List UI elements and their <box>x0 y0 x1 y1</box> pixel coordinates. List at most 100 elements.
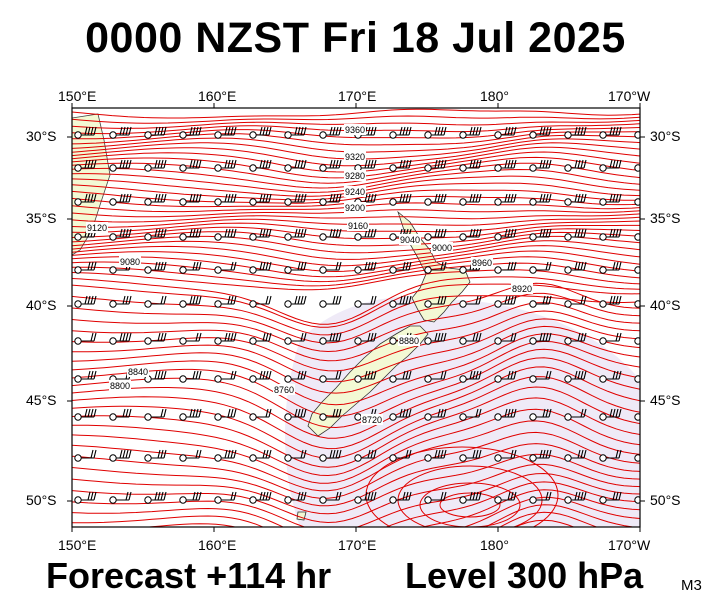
station-marker <box>179 496 187 504</box>
lon-label-top-180: 180° <box>480 88 509 104</box>
station-marker <box>284 454 292 462</box>
australia-coast <box>72 113 111 256</box>
station-marker <box>284 164 292 172</box>
contour-label: 8960 <box>472 258 492 268</box>
wind-barb <box>361 126 377 136</box>
station-marker <box>459 496 467 504</box>
station-marker <box>74 496 82 504</box>
station-marker <box>354 337 362 345</box>
wind-barb <box>116 408 132 418</box>
wind-barb <box>396 408 412 418</box>
station-marker <box>459 375 467 383</box>
wind-barb <box>536 228 552 238</box>
wind-barb <box>116 332 132 342</box>
station-marker <box>284 375 292 383</box>
station-marker <box>634 413 640 421</box>
station-marker <box>74 164 82 172</box>
station-marker <box>179 413 187 421</box>
wind-barb <box>326 408 342 418</box>
contour-line <box>72 453 640 515</box>
station-marker <box>179 164 187 172</box>
wind-barb <box>151 332 167 342</box>
station-marker <box>319 266 327 274</box>
station-marker <box>284 337 292 345</box>
contour-line <box>72 156 640 184</box>
station-marker <box>424 266 432 274</box>
station-marker <box>214 496 222 504</box>
contour-label: 8920 <box>512 284 532 294</box>
wind-barb <box>186 408 202 418</box>
wind-barb <box>256 193 272 203</box>
wind-barb <box>116 159 132 169</box>
wind-barb <box>291 126 307 136</box>
wind-barb <box>116 193 132 203</box>
wind-barb <box>641 333 656 341</box>
station-marker <box>389 164 397 172</box>
wind-barb <box>256 126 272 136</box>
wind-barb <box>326 193 342 203</box>
station-marker <box>144 413 152 421</box>
station-marker <box>214 337 222 345</box>
contour-labels: 9360 9320 9280 9240 9200 9160 9120 9080 9040 9000… <box>86 124 533 425</box>
station-marker <box>319 233 327 241</box>
station-marker <box>109 496 117 504</box>
contour-line <box>72 269 640 291</box>
wind-barb <box>221 261 237 271</box>
wind-barb <box>431 449 447 459</box>
station-marker <box>214 454 222 462</box>
station-marker <box>599 198 607 206</box>
station-marker <box>564 164 572 172</box>
station-marker <box>564 454 572 462</box>
station-marker <box>74 198 82 206</box>
wind-barb <box>501 228 517 238</box>
wind-barb <box>291 491 307 501</box>
station-marker <box>214 198 222 206</box>
wind-barb <box>81 491 97 501</box>
contour-label-box <box>344 124 366 135</box>
station-marker <box>389 266 397 274</box>
station-marker <box>634 300 640 308</box>
station-marker <box>249 337 257 345</box>
station-marker <box>179 198 187 206</box>
wind-barb <box>256 370 272 380</box>
contour-line <box>72 463 640 524</box>
station-marker <box>144 300 152 308</box>
wind-barb <box>536 126 552 136</box>
station-marker <box>109 131 117 139</box>
contour-line <box>72 431 640 499</box>
contour-line <box>72 276 640 325</box>
wind-barb <box>431 491 447 501</box>
wind-barb <box>396 449 412 459</box>
wind-barb <box>221 408 237 418</box>
wind-barb <box>361 261 377 271</box>
station-marker <box>179 131 187 139</box>
station-marker <box>249 496 257 504</box>
wind-barb <box>326 261 342 271</box>
contour-label: 8760 <box>274 385 294 395</box>
wind-barb <box>256 159 272 169</box>
station-marker <box>179 375 187 383</box>
contour-line <box>484 504 637 527</box>
wind-barb <box>221 228 237 238</box>
wind-barb <box>186 228 202 238</box>
wind-barb <box>571 332 587 342</box>
wind-barb <box>431 332 447 342</box>
contour-line <box>419 482 521 527</box>
station-marker <box>389 300 397 308</box>
wind-barb <box>256 295 272 305</box>
wind-barb <box>361 193 377 203</box>
station-marker <box>214 233 222 241</box>
station-marker <box>459 300 467 308</box>
contour-label-box <box>399 234 421 245</box>
wind-barb <box>186 449 202 459</box>
pressure-level: Level 300 hPa <box>405 555 644 596</box>
station-marker <box>424 337 432 345</box>
station-marker <box>354 233 362 241</box>
wind-barb <box>641 409 656 417</box>
contour-line <box>72 250 640 278</box>
wind-barb <box>256 408 272 418</box>
contour-line <box>72 310 640 372</box>
station-marker <box>634 454 640 462</box>
wind-barb <box>466 159 482 169</box>
station-marker <box>634 164 640 172</box>
